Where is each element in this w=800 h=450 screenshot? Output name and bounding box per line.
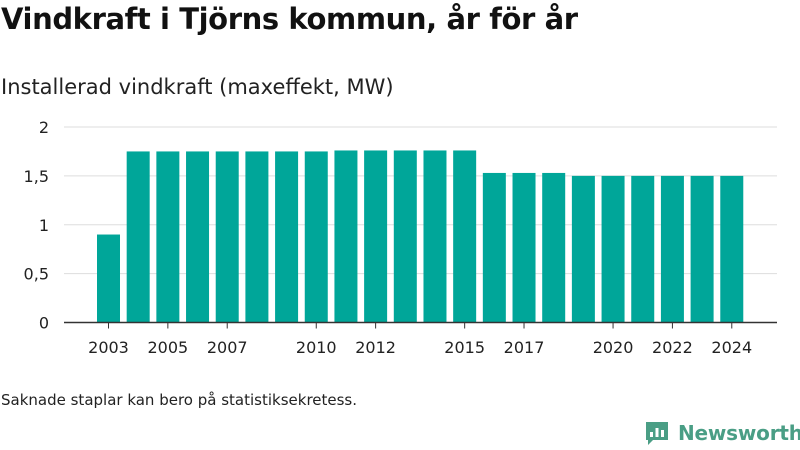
brand-name: Newsworthy bbox=[678, 421, 800, 445]
newsworthy-chart-bubble-icon bbox=[646, 421, 668, 445]
x-tick-label: 2005 bbox=[148, 338, 189, 357]
bar bbox=[423, 150, 447, 323]
x-tick-label: 2024 bbox=[711, 338, 752, 357]
bar-chart: 00,511,52 2003 2005 2007 2010 2012 2015 2017 20… bbox=[24, 118, 777, 357]
bar bbox=[304, 151, 328, 323]
bar bbox=[215, 151, 239, 323]
bar bbox=[186, 151, 210, 323]
footnote: Saknade staplar kan bero på statistiksek… bbox=[1, 391, 358, 409]
x-tick-label: 2010 bbox=[296, 338, 337, 357]
bar bbox=[512, 172, 536, 323]
x-tick-label: 2015 bbox=[444, 338, 485, 357]
y-axis-tick-labels: 0 0,5 1 1,5 2 bbox=[24, 118, 49, 333]
x-tick-label: 2020 bbox=[593, 338, 634, 357]
x-tick-label: 2017 bbox=[504, 338, 545, 357]
bar bbox=[97, 234, 120, 323]
y-tick-label: 1 bbox=[39, 216, 49, 235]
grid-lines bbox=[64, 126, 777, 275]
bar bbox=[275, 151, 299, 323]
x-axis-tick-labels: 2003 2005 2007 2010 2012 2015 2017 2020 2022 2024 bbox=[88, 322, 752, 357]
y-tick-label: 0 bbox=[39, 314, 49, 333]
chart-title: Vindkraft i Tjörns kommun, år för år bbox=[1, 2, 578, 36]
bar bbox=[690, 175, 714, 323]
x-tick-label: 2012 bbox=[355, 338, 396, 357]
y-tick-label: 0,5 bbox=[24, 265, 49, 284]
bar bbox=[334, 150, 358, 323]
y-tick-label: 1,5 bbox=[24, 167, 49, 186]
bar bbox=[364, 150, 388, 323]
brand-logo[interactable]: Newsworthy bbox=[644, 419, 800, 447]
bar bbox=[660, 175, 684, 323]
bar bbox=[631, 175, 655, 323]
x-tick-label: 2007 bbox=[207, 338, 248, 357]
bar bbox=[245, 151, 269, 323]
bar bbox=[720, 175, 744, 323]
bar bbox=[571, 175, 595, 323]
bars bbox=[97, 150, 744, 323]
bar bbox=[482, 172, 506, 323]
bar bbox=[126, 151, 150, 323]
bar bbox=[453, 150, 477, 323]
chart-subtitle: Installerad vindkraft (maxeffekt, MW) bbox=[1, 75, 394, 99]
bar bbox=[156, 151, 180, 323]
bar bbox=[601, 175, 625, 323]
bar bbox=[542, 172, 566, 323]
x-tick-label: 2022 bbox=[652, 338, 693, 357]
bar bbox=[393, 150, 417, 323]
x-tick-label: 2003 bbox=[88, 338, 129, 357]
y-tick-label: 2 bbox=[39, 118, 49, 137]
